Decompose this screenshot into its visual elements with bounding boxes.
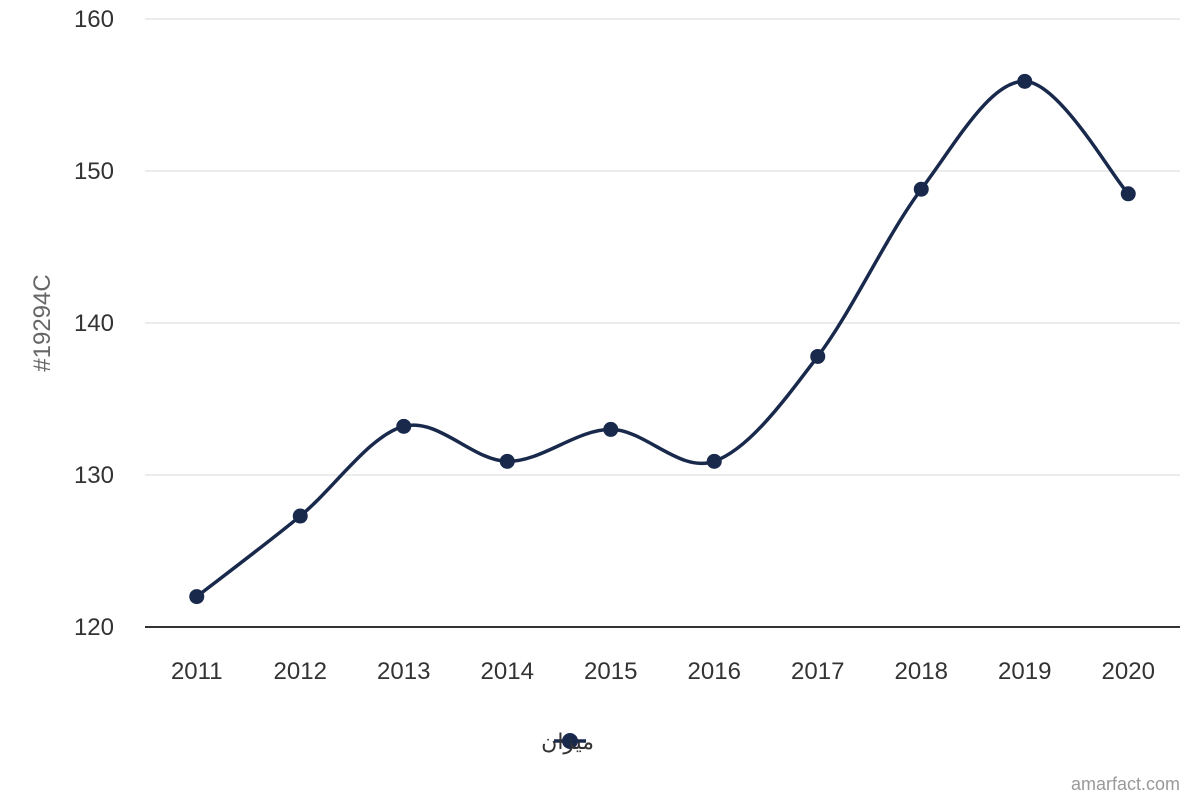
series-line (195, 79, 1130, 598)
data-points (189, 73, 1136, 605)
data-point[interactable] (1120, 186, 1136, 202)
data-point[interactable] (499, 453, 515, 469)
y-tick-label: 130 (74, 462, 114, 489)
data-point[interactable] (1017, 73, 1033, 89)
y-tick-label: 160 (74, 6, 114, 33)
x-tick-label: 2013 (377, 658, 430, 685)
data-point[interactable] (189, 589, 205, 605)
data-point[interactable] (603, 421, 619, 437)
y-axis-tick-labels: 120 130 140 150 160 (74, 6, 114, 641)
x-tick-label: 2017 (791, 658, 844, 685)
gridlines (145, 18, 1180, 476)
y-tick-label: 150 (74, 158, 114, 185)
y-axis-title: #19294C (29, 274, 56, 371)
x-tick-label: 2014 (481, 658, 534, 685)
x-axis-tick-labels: 2011 2012 2013 2014 2015 2016 2017 2018 2019 2020 (171, 658, 1155, 685)
legend-label: میزان (541, 730, 594, 755)
x-tick-label: 2016 (688, 658, 741, 685)
x-tick-label: 2015 (584, 658, 637, 685)
credit-watermark: amarfact.com (1071, 774, 1180, 794)
data-point[interactable] (913, 181, 929, 197)
x-tick-label: 2018 (895, 658, 948, 685)
data-point[interactable] (810, 348, 826, 364)
x-tick-label: 2020 (1102, 658, 1155, 685)
data-point[interactable] (292, 508, 308, 524)
x-tick-label: 2012 (274, 658, 327, 685)
legend[interactable]: میزان (541, 730, 594, 755)
x-tick-label: 2019 (998, 658, 1051, 685)
y-tick-label: 140 (74, 310, 114, 337)
y-tick-label: 120 (74, 614, 114, 641)
x-tick-label: 2011 (171, 658, 223, 685)
data-point[interactable] (706, 453, 722, 469)
data-point[interactable] (396, 418, 412, 434)
legend-marker-icon (562, 733, 578, 749)
